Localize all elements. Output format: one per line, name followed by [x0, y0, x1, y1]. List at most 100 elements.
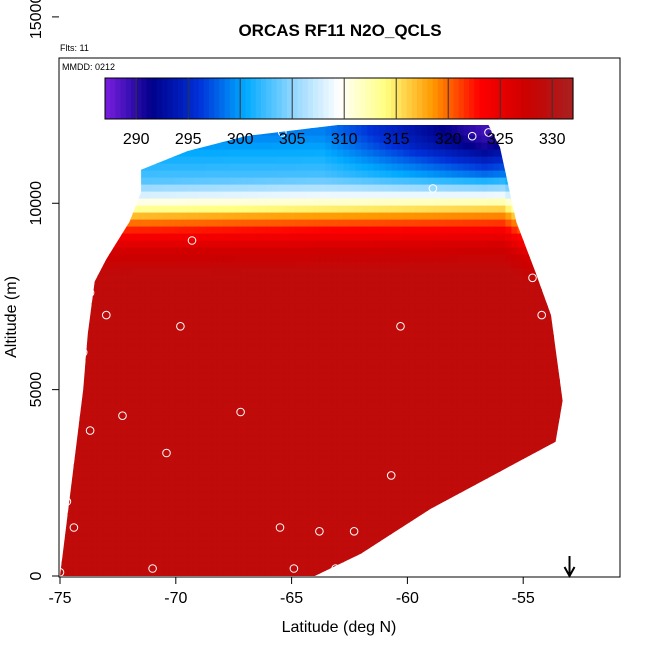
curtain-cell [67, 247, 74, 255]
curtain-cell [247, 485, 254, 493]
curtain-cell [439, 457, 446, 465]
curtain-cell [295, 219, 302, 227]
curtain-cell [133, 408, 140, 416]
curtain-cell [325, 471, 332, 479]
curtain-cell [277, 464, 284, 472]
curtain-cell [427, 163, 434, 171]
curtain-cell [181, 415, 188, 423]
curtain-cell [199, 541, 206, 549]
curtain-cell [169, 359, 176, 367]
curtain-cell [253, 233, 260, 241]
curtain-cell [403, 303, 410, 311]
curtain-cell [415, 478, 422, 486]
curtain-cell [487, 352, 494, 360]
curtain-cell [319, 205, 326, 213]
curtain-cell [481, 275, 488, 283]
curtain-cell [307, 450, 314, 458]
curtain-cell [163, 149, 170, 157]
curtain-cell [343, 464, 350, 472]
curtain-cell [415, 457, 422, 465]
curtain-cell [187, 345, 194, 353]
curtain-cell [313, 170, 320, 178]
curtain-cell [211, 478, 218, 486]
curtain-cell [337, 205, 344, 213]
curtain-cell [241, 422, 248, 430]
curtain-cell [73, 226, 80, 234]
curtain-cell [247, 219, 254, 227]
curtain-cell [109, 387, 116, 395]
curtain-cell [493, 443, 500, 451]
curtain-cell [409, 261, 416, 269]
curtain-cell [163, 345, 170, 353]
curtain-cell [451, 128, 458, 136]
curtain-cell [487, 401, 494, 409]
curtain-cell [139, 170, 146, 178]
curtain-cell [151, 177, 158, 185]
curtain-cell [157, 198, 164, 206]
curtain-cell [247, 415, 254, 423]
curtain-cell [301, 373, 308, 381]
curtain-cell [103, 303, 110, 311]
curtain-cell [217, 569, 224, 576]
curtain-cell [325, 331, 332, 339]
curtain-cell [193, 125, 200, 129]
curtain-cell [379, 555, 386, 563]
curtain-cell [481, 408, 488, 416]
curtain-cell [463, 345, 470, 353]
curtain-cell [265, 541, 272, 549]
curtain-cell [385, 226, 392, 234]
curtain-cell [175, 184, 182, 192]
curtain-cell [163, 548, 170, 556]
curtain-cell [175, 331, 182, 339]
curtain-cell [355, 240, 362, 248]
curtain-cell [469, 310, 476, 318]
curtain-cell [145, 394, 152, 402]
curtain-cell [475, 436, 482, 444]
curtain-cell [259, 282, 266, 290]
curtain-cell [235, 156, 242, 164]
curtain-cell [133, 534, 140, 542]
curtain-cell [163, 506, 170, 514]
curtain-cell [427, 408, 434, 416]
curtain-cell [79, 408, 86, 416]
curtain-cell [373, 352, 380, 360]
curtain-cell [247, 506, 254, 514]
curtain-cell [379, 317, 386, 325]
curtain-cell [199, 366, 206, 374]
curtain-cell [97, 541, 104, 549]
curtain-cell [121, 345, 128, 353]
curtain-cell [109, 177, 116, 185]
curtain-cell [307, 562, 314, 570]
curtain-cell [313, 331, 320, 339]
curtain-cell [193, 282, 200, 290]
curtain-cell [433, 499, 440, 507]
curtain-cell [325, 457, 332, 465]
curtain-cell [127, 240, 134, 248]
curtain-cell [403, 541, 410, 549]
curtain-cell [241, 548, 248, 556]
curtain-cell [499, 177, 506, 185]
curtain-cell [349, 268, 356, 276]
curtain-cell [445, 443, 452, 451]
curtain-cell [277, 499, 284, 507]
curtain-cell [475, 331, 482, 339]
curtain-cell [499, 443, 506, 451]
curtain-cell [487, 408, 494, 416]
curtain-cell [433, 359, 440, 367]
curtain-cell [421, 485, 428, 493]
curtain-cell [211, 303, 218, 311]
curtain-cell [499, 478, 506, 486]
curtain-cell [349, 534, 356, 542]
curtain-cell [187, 485, 194, 493]
curtain-cell [193, 156, 200, 164]
curtain-cell [199, 282, 206, 290]
curtain-cell [319, 128, 326, 136]
curtain-cell [277, 513, 284, 521]
curtain-cell [175, 555, 182, 563]
curtain-cell [67, 443, 74, 451]
curtain-cell [121, 156, 128, 164]
curtain-cell [247, 331, 254, 339]
curtain-cell [397, 324, 404, 332]
curtain-cell [313, 499, 320, 507]
curtain-cell [307, 254, 314, 262]
